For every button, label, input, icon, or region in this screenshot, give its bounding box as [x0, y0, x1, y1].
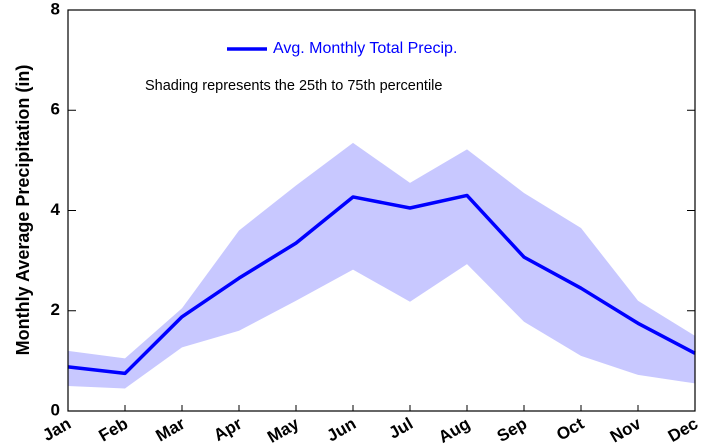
- x-tick-label: May: [264, 414, 303, 444]
- y-tick-label: 8: [51, 0, 60, 18]
- x-tick-label: Aug: [435, 414, 473, 444]
- x-tick-label: Nov: [607, 414, 645, 444]
- x-tick-label: Oct: [553, 414, 587, 444]
- y-tick-label: 4: [51, 200, 61, 219]
- x-tick-label: Jun: [324, 414, 360, 444]
- annotation: Shading represents the 25th to 75th perc…: [145, 78, 442, 94]
- percentile-band: [68, 142, 695, 389]
- y-axis-title: Monthly Average Precipitation (in): [13, 65, 33, 356]
- y-tick-label: 6: [51, 100, 60, 119]
- x-tick-label: Sep: [494, 414, 531, 444]
- legend-label: Avg. Monthly Total Precip.: [273, 40, 457, 57]
- y-tick-label: 0: [51, 400, 60, 419]
- x-tick-label: Jul: [385, 414, 416, 443]
- x-tick-label: Jan: [39, 414, 74, 444]
- x-tick-label: Apr: [210, 414, 245, 444]
- series-line: [67, 193, 696, 376]
- x-tick-label: Mar: [153, 414, 189, 444]
- x-tick-label: Feb: [96, 414, 132, 444]
- x-tick-label: Dec: [665, 414, 702, 444]
- y-tick-label: 2: [51, 300, 60, 319]
